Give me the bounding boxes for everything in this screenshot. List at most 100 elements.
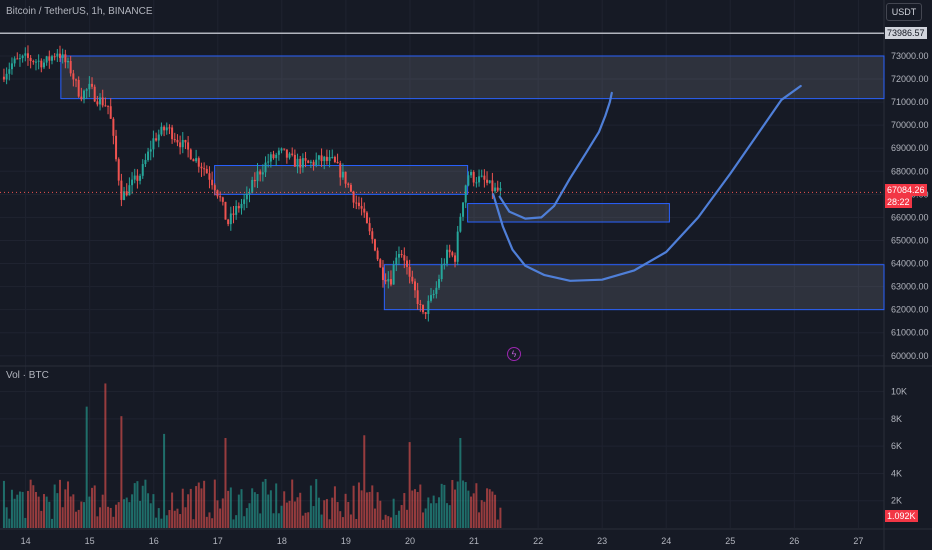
volume-bar — [128, 502, 131, 528]
lightning-icon[interactable]: ϟ — [507, 347, 521, 361]
volume-bar — [413, 489, 416, 528]
candle-body — [139, 175, 142, 181]
volume-bar — [224, 438, 227, 528]
candle-body — [339, 163, 342, 178]
candle-body — [125, 191, 128, 196]
volume-bar — [299, 492, 302, 528]
candle-body — [147, 151, 150, 161]
volume-bar — [267, 494, 270, 528]
volume-bar — [331, 497, 334, 528]
candle-body — [443, 263, 446, 265]
candle-body — [446, 249, 449, 264]
volume-bar — [42, 494, 45, 528]
volume-bar — [18, 491, 21, 528]
candle-body — [491, 180, 494, 192]
candle-body — [96, 101, 99, 105]
price-tick-label: 71000.00 — [891, 97, 929, 107]
candle-body — [331, 157, 334, 159]
volume-bar — [387, 516, 390, 528]
price-tick-label: 62000.00 — [891, 305, 929, 315]
candle-body — [272, 154, 275, 159]
candle-body — [387, 279, 390, 282]
volume-bar — [29, 479, 32, 528]
candle-body — [288, 153, 291, 158]
volume-bar — [488, 489, 491, 528]
candle-body — [213, 185, 216, 191]
candle-body — [112, 118, 115, 136]
price-tick-label: 66000.00 — [891, 212, 929, 222]
candle-body — [10, 63, 13, 70]
volume-bar — [411, 490, 414, 528]
price-tick-label: 69000.00 — [891, 143, 929, 153]
candle-body — [478, 176, 481, 183]
candle-body — [483, 175, 486, 180]
time-tick-label: 14 — [21, 536, 31, 546]
volume-bar — [155, 517, 158, 528]
candle-body — [352, 191, 355, 203]
volume-bar — [181, 488, 184, 528]
candle-body — [283, 148, 286, 150]
candle-body — [243, 199, 246, 204]
volume-bar — [45, 496, 48, 528]
candle-body — [333, 157, 336, 163]
candle-body — [109, 106, 112, 119]
volume-bar — [365, 492, 368, 528]
volume-bar — [301, 515, 304, 528]
volume-bar — [416, 491, 419, 528]
candle-body — [301, 158, 304, 168]
volume-bar — [64, 489, 67, 528]
candle-body — [56, 53, 59, 57]
candle-body — [381, 267, 384, 281]
candle-body — [224, 201, 227, 220]
volume-bar — [478, 512, 481, 528]
time-tick-label: 18 — [277, 536, 287, 546]
volume-bar — [371, 485, 374, 528]
volume-bar — [205, 516, 208, 528]
volume-bar — [459, 438, 462, 528]
candle-body — [101, 97, 104, 106]
volume-bar — [352, 485, 355, 528]
volume-bar — [275, 483, 278, 528]
volume-bar — [72, 494, 75, 528]
currency-button[interactable]: USDT — [886, 3, 922, 21]
volume-bar — [464, 482, 467, 528]
volume-bar — [157, 508, 160, 528]
volume-bar — [291, 479, 294, 528]
volume-bar — [208, 512, 211, 528]
volume-title[interactable]: Vol · BTC — [6, 370, 49, 381]
time-tick-label: 26 — [789, 536, 799, 546]
volume-bar — [245, 508, 248, 528]
volume-bar — [251, 488, 254, 528]
volume-bar — [309, 485, 312, 528]
candle-body — [405, 260, 408, 267]
volume-bar — [123, 499, 126, 528]
candle-body — [261, 172, 264, 175]
candle-body — [411, 276, 414, 282]
price-tick-label: 61000.00 — [891, 328, 929, 338]
price-tick-label: 72000.00 — [891, 74, 929, 84]
volume-bar — [243, 516, 246, 528]
candle-body — [475, 182, 478, 184]
candle-body — [317, 155, 320, 160]
candle-body — [53, 56, 56, 58]
symbol-title[interactable]: Bitcoin / TetherUS, 1h, BINANCE — [6, 6, 153, 17]
volume-bar — [227, 490, 230, 528]
volume-bar — [320, 514, 323, 528]
candle-body — [107, 105, 110, 107]
candle-body — [430, 295, 433, 301]
time-tick-label: 22 — [533, 536, 543, 546]
candle-body — [229, 213, 232, 225]
candle-body — [149, 149, 152, 152]
volume-bar — [139, 500, 142, 528]
candle-body — [421, 304, 424, 313]
volume-bar — [176, 508, 179, 528]
volume-bar — [75, 511, 78, 528]
candle-body — [176, 139, 179, 143]
volume-bar — [355, 518, 358, 528]
candle-body — [323, 156, 326, 162]
candle-body — [61, 54, 64, 58]
candle-body — [221, 197, 224, 202]
volume-bar — [24, 517, 27, 528]
